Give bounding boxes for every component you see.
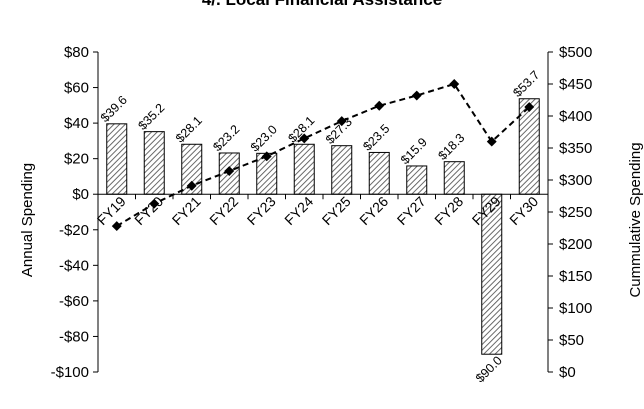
left-tick-label: -$60 bbox=[59, 293, 89, 310]
line-point bbox=[449, 79, 460, 89]
category-label: FY30 bbox=[506, 193, 541, 228]
category-label: FY20 bbox=[131, 193, 166, 228]
line-series bbox=[111, 79, 535, 232]
bar bbox=[518, 98, 540, 195]
data-label: $39.6 bbox=[98, 93, 130, 125]
left-tick-label: $0 bbox=[72, 186, 89, 203]
right-tick-label: $300 bbox=[559, 172, 592, 189]
data-label: $28.1 bbox=[173, 113, 205, 145]
right-tick-label: $350 bbox=[559, 140, 592, 157]
left-tick-label: $40 bbox=[64, 115, 89, 132]
data-label: $90.0 bbox=[473, 353, 505, 385]
right-tick-label: $500 bbox=[559, 44, 592, 61]
category-label: FY27 bbox=[394, 193, 429, 228]
bar-series bbox=[106, 98, 540, 355]
data-label: $27.3 bbox=[323, 115, 355, 147]
line-point bbox=[411, 90, 422, 101]
line-point bbox=[486, 136, 497, 147]
y-axis-title: Annual Spending bbox=[19, 163, 36, 277]
data-label: $23.5 bbox=[360, 122, 392, 154]
cumulative-line bbox=[116, 82, 530, 227]
right-tick-label: $200 bbox=[559, 236, 592, 253]
category-label: FY24 bbox=[281, 193, 316, 228]
bar bbox=[293, 143, 315, 195]
chart-title: 4/. Local Financial Assistance bbox=[202, 0, 442, 9]
right-axis: $500 $450 $400 $350 $300 $250 $200 $150 $100 $50 $… bbox=[547, 44, 592, 381]
right-tick-label: $50 bbox=[559, 332, 584, 349]
line-point bbox=[224, 166, 235, 176]
data-label: $23.2 bbox=[210, 122, 242, 154]
data-label: $53.7 bbox=[510, 68, 542, 100]
line-point bbox=[261, 151, 272, 162]
left-tick-label: -$20 bbox=[59, 222, 89, 239]
data-label: $23.0 bbox=[248, 122, 280, 154]
line-point bbox=[299, 133, 310, 144]
right-tick-label: $0 bbox=[559, 364, 576, 381]
zero-axis bbox=[97, 193, 549, 200]
category-label: FY28 bbox=[431, 193, 466, 228]
right-tick-label: $450 bbox=[559, 76, 592, 93]
data-label: $35.2 bbox=[135, 101, 167, 133]
left-tick-label: -$80 bbox=[59, 328, 89, 345]
data-label: $15.9 bbox=[398, 135, 430, 167]
bar bbox=[143, 131, 165, 195]
left-axis: $80 $60 $40 $20 $0 -$20 -$40 -$60 -$80 -$100 bbox=[51, 44, 99, 381]
category-label: FY25 bbox=[319, 193, 354, 228]
category-label: FY19 bbox=[94, 193, 129, 228]
left-tick-label: $20 bbox=[64, 151, 89, 168]
line-point bbox=[111, 221, 122, 232]
category-label: FY21 bbox=[169, 193, 204, 228]
left-tick-label: -$100 bbox=[51, 364, 89, 381]
category-labels: FY19 FY20 FY21 FY22 FY23 FY24 FY25 FY26 FY27 FY28… bbox=[94, 193, 542, 228]
bar bbox=[406, 165, 428, 195]
bar bbox=[443, 161, 465, 195]
right-tick-label: $100 bbox=[559, 300, 592, 317]
left-tick-label: $60 bbox=[64, 80, 89, 97]
y2-axis-title: Cummulative Spending bbox=[627, 142, 644, 297]
bar bbox=[331, 145, 353, 195]
bar bbox=[106, 123, 128, 195]
data-label: $18.3 bbox=[435, 131, 467, 163]
line-point bbox=[186, 180, 197, 191]
category-label: FY26 bbox=[356, 193, 391, 228]
left-tick-label: -$40 bbox=[59, 257, 89, 274]
right-tick-label: $250 bbox=[559, 204, 592, 221]
line-point bbox=[149, 198, 160, 209]
line-point bbox=[374, 100, 385, 111]
bar bbox=[368, 151, 390, 195]
right-tick-label: $400 bbox=[559, 108, 592, 125]
category-label: FY22 bbox=[206, 193, 241, 228]
category-label: FY23 bbox=[244, 193, 279, 228]
line-point bbox=[524, 102, 535, 112]
left-tick-label: $80 bbox=[64, 44, 89, 61]
right-tick-label: $150 bbox=[559, 268, 592, 285]
